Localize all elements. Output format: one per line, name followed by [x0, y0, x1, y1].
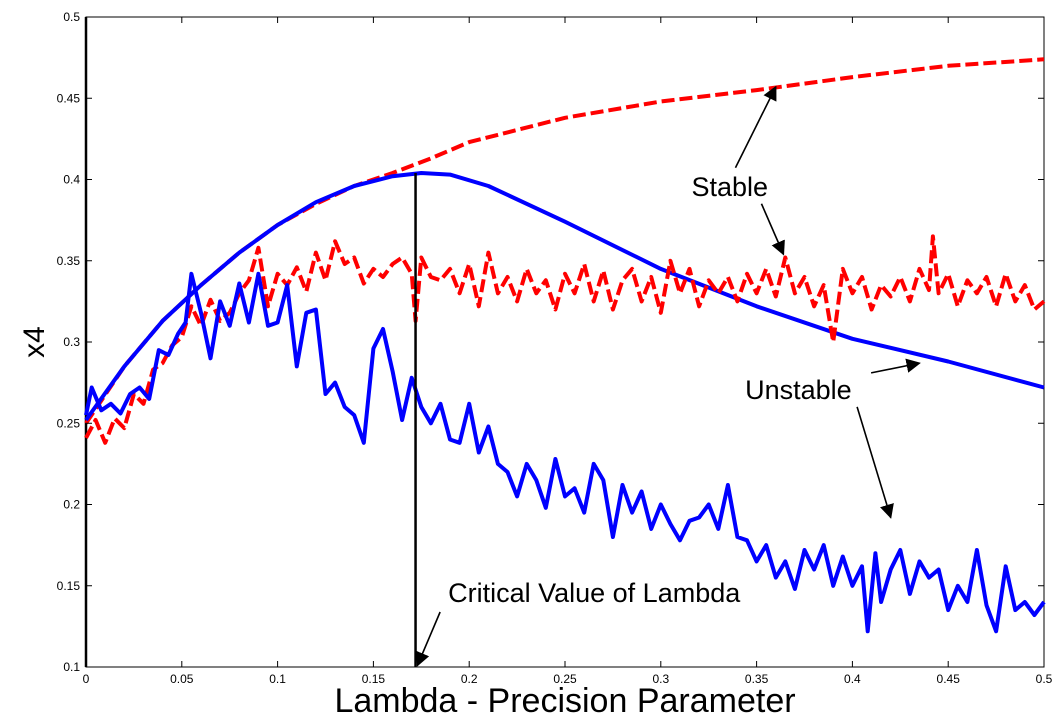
x-tick-label: 0.35 [745, 672, 769, 686]
annotation-arrow [856, 406, 894, 519]
x-tick-label: 0.3 [652, 672, 669, 686]
y-tick-label: 0.25 [57, 416, 81, 430]
annotation-critical-value-of-lambda: Critical Value of Lambda [448, 578, 741, 608]
plot-area-frame [85, 16, 1045, 668]
x-tick-label: 0.1 [269, 672, 286, 686]
annotation-arrow [734, 85, 777, 169]
annotation-arrow [415, 611, 441, 667]
x-tick-label: 0.15 [362, 672, 386, 686]
y-tick-label: 0.45 [57, 91, 81, 105]
x-tick-label: 0 [83, 672, 90, 686]
x-tick-label: 0.5 [1036, 672, 1053, 686]
y-tick-label: 0.5 [63, 10, 80, 24]
x-axis-title: Lambda - Precision Parameter [334, 682, 795, 720]
x-tick-label: 0.4 [844, 672, 861, 686]
x-tick-label: 0.2 [461, 672, 478, 686]
series-line-4 [84, 271, 1046, 634]
y-tick-label: 0.4 [63, 173, 80, 187]
annotation-stable: Stable [691, 172, 768, 202]
series-line-2 [84, 171, 1045, 422]
y-tick-label: 0.2 [63, 498, 80, 512]
x-tick-label: 0.25 [553, 672, 577, 686]
y-axis-title: x4 [18, 326, 51, 358]
annotation-unstable: Unstable [745, 375, 852, 405]
series-line-3 [84, 234, 1046, 445]
y-tick-label: 0.35 [57, 254, 81, 268]
x-tick-label: 0.45 [937, 672, 961, 686]
y-tick-label: 0.1 [63, 660, 80, 674]
annotation-arrow [760, 203, 785, 256]
y-tick-label: 0.3 [63, 335, 80, 349]
series-line-1 [84, 57, 1045, 425]
annotation-arrow [870, 358, 921, 374]
x-tick-label: 0.05 [170, 672, 194, 686]
y-tick-label: 0.15 [57, 579, 81, 593]
